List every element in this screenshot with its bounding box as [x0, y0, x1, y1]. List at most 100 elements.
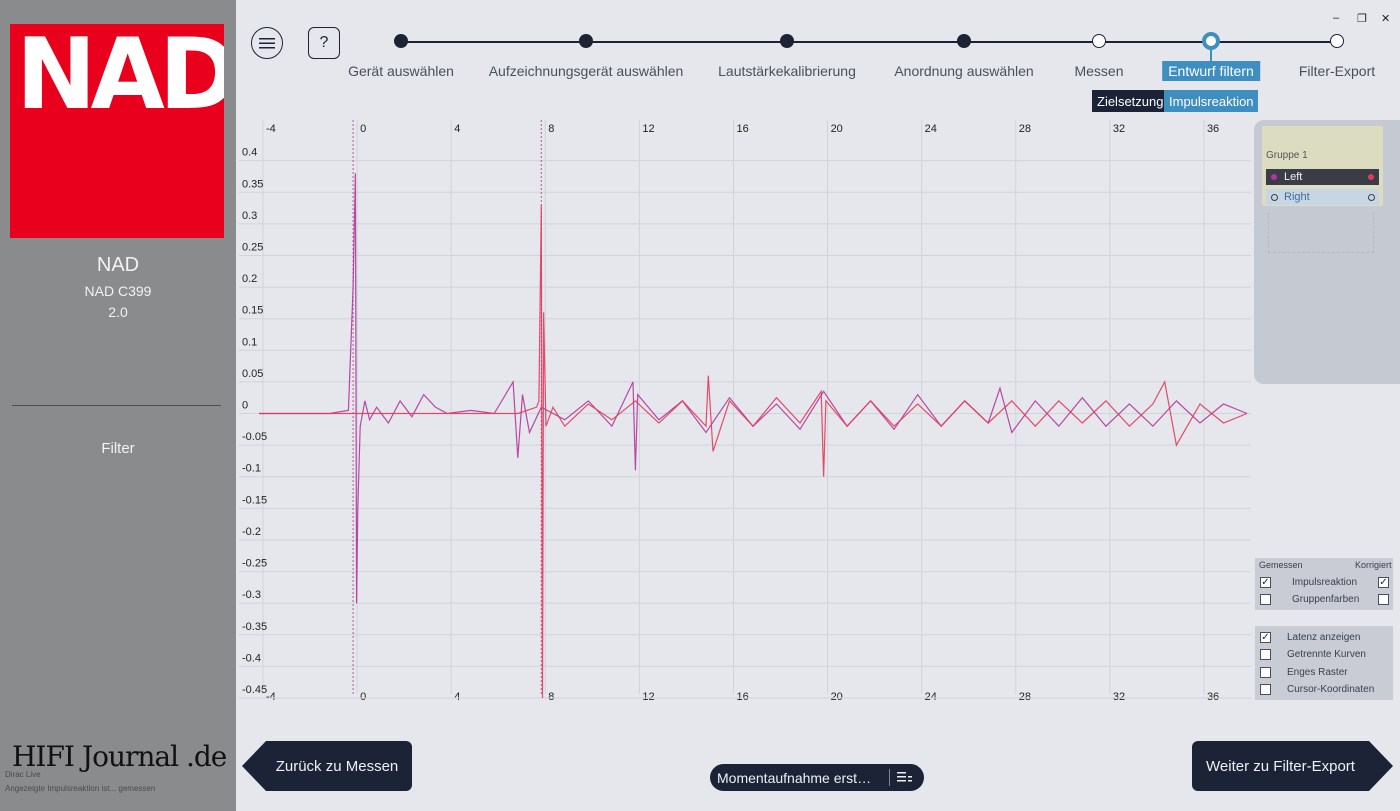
drop-zone	[1268, 212, 1374, 253]
left-color-icon	[1368, 174, 1374, 180]
snapshot-label: Momentaufnahme erst…	[717, 769, 872, 786]
y-tick-label: -0.15	[242, 494, 267, 506]
x-tick-label-bottom: 0	[360, 691, 366, 702]
y-tick-label: 0	[242, 400, 248, 412]
channel-left[interactable]: Left	[1266, 169, 1379, 185]
x-tick-label-bottom: 20	[831, 691, 843, 702]
tab-impulsreaktion[interactable]: Impulsreaktion	[1164, 90, 1258, 112]
list-menu-icon[interactable]	[897, 771, 912, 783]
main-area	[236, 0, 1400, 811]
x-tick-label-top: 32	[1113, 123, 1125, 135]
impulse-response-chart[interactable]: -4 -4 0 0 4 4 8 8 12 12 16 16 20 20 24 24 28 28 32 32 36 36 0.…	[239, 120, 1251, 702]
raster-checkbox[interactable]	[1260, 667, 1271, 678]
impuls-measured-checkbox[interactable]: ✓	[1260, 577, 1271, 588]
progress-line	[401, 41, 1337, 43]
display-options-panel	[1255, 558, 1393, 610]
step-dot-4[interactable]	[957, 34, 971, 48]
latenz-label: Latenz anzeigen	[1287, 632, 1361, 643]
step-label-anordnung[interactable]: Anordnung auswählen	[894, 63, 1034, 79]
minimize-icon[interactable]: –	[1333, 12, 1340, 24]
hamburger-menu-icon	[259, 38, 275, 49]
y-tick-label: 0.35	[242, 178, 263, 190]
y-tick-label: 0.3	[242, 210, 257, 222]
step-dot-1[interactable]	[394, 34, 408, 48]
step-dot-6-active[interactable]	[1202, 32, 1220, 50]
x-tick-label-top: 0	[360, 123, 366, 135]
y-tick-label: 0.1	[242, 336, 257, 348]
menu-button[interactable]	[251, 27, 283, 59]
x-tick-label-top: 12	[642, 123, 654, 135]
y-tick-label: -0.3	[242, 589, 261, 601]
x-tick-label-bottom: 4	[454, 691, 460, 702]
x-tick-label-top: 8	[548, 123, 554, 135]
step-label-export[interactable]: Filter-Export	[1298, 63, 1376, 79]
impuls-corrected-checkbox[interactable]: ✓	[1378, 577, 1389, 588]
chart-svg: -4 -4 0 0 4 4 8 8 12 12 16 16 20 20 24 24 28 28 32 32 36 36 0.…	[239, 120, 1251, 702]
x-tick-label-bottom: 8	[548, 691, 554, 702]
y-tick-label: 0.4	[242, 147, 257, 159]
step-label-entwurf-active[interactable]: Entwurf filtern	[1162, 61, 1260, 81]
next-button[interactable]: Weiter zu Filter-Export	[1192, 741, 1393, 791]
gruppen-corrected-checkbox[interactable]	[1378, 594, 1389, 605]
x-tick-label-top: 4	[454, 123, 460, 135]
series-line-left	[259, 173, 1248, 604]
y-tick-label: -0.05	[242, 431, 267, 443]
watermark-line2: Angezeigte Impulsreaktion ist... gemesse…	[5, 784, 156, 793]
x-tick-label-top: 24	[925, 123, 937, 135]
help-button[interactable]: ?	[308, 27, 340, 59]
channel-left-label: Left	[1284, 171, 1303, 183]
left-dot-icon	[1271, 174, 1277, 180]
watermark-line1: Dirac Live	[5, 770, 41, 779]
y-tick-label: -0.35	[242, 621, 267, 633]
y-tick-label: -0.25	[242, 558, 267, 570]
watermark-logo: HIFI Journal .de	[12, 740, 227, 773]
right-dot-icon	[1271, 194, 1278, 201]
help-icon: ?	[319, 34, 329, 51]
group-title: Gruppe 1	[1266, 150, 1308, 161]
x-tick-label-top: 28	[1019, 123, 1031, 135]
cursor-label: Cursor-Koordinaten	[1287, 684, 1375, 695]
x-tick-label-bottom: 16	[736, 691, 748, 702]
step-dot-5[interactable]	[1092, 34, 1106, 48]
tab-zielsetzung[interactable]: Zielsetzung	[1092, 90, 1164, 112]
right-color-icon	[1368, 194, 1375, 201]
step-dot-2[interactable]	[579, 34, 593, 48]
y-tick-label: -0.2	[242, 526, 261, 538]
latenz-checkbox[interactable]: ✓	[1260, 632, 1271, 643]
cursor-checkbox[interactable]	[1260, 684, 1271, 695]
step-dot-7[interactable]	[1330, 34, 1344, 48]
channel-right[interactable]: Right	[1266, 189, 1379, 205]
x-tick-label-top: -4	[266, 123, 276, 135]
step-label-aufzeichnung[interactable]: Aufzeichnungsgerät auswählen	[488, 63, 684, 79]
getrennte-checkbox[interactable]	[1260, 649, 1271, 660]
active-step-connector	[1210, 50, 1212, 62]
x-tick-label-top: 16	[736, 123, 748, 135]
x-tick-label-top: 20	[831, 123, 843, 135]
gruppen-label: Gruppenfarben	[1292, 594, 1360, 605]
nad-logo-text: NAD	[16, 24, 224, 132]
y-tick-label: 0.15	[242, 305, 263, 317]
channel-right-label: Right	[1284, 191, 1310, 203]
impuls-label: Impulsreaktion	[1292, 577, 1358, 588]
y-tick-label: -0.1	[242, 463, 261, 475]
device-brand: NAD	[96, 254, 140, 276]
step-dot-3[interactable]	[780, 34, 794, 48]
gruppen-measured-checkbox[interactable]	[1260, 594, 1271, 605]
snapshot-button[interactable]: Momentaufnahme erst…	[710, 764, 924, 791]
y-tick-label: 0.2	[242, 273, 257, 285]
close-icon[interactable]: ✕	[1381, 13, 1391, 25]
device-version: 2.0	[108, 304, 128, 320]
step-label-geraet[interactable]: Gerät auswählen	[348, 63, 454, 79]
step-label-messen[interactable]: Messen	[1074, 63, 1124, 79]
getrennte-label: Getrennte Kurven	[1287, 649, 1366, 660]
back-button[interactable]: Zurück zu Messen	[242, 741, 412, 791]
nad-logo: NAD	[10, 24, 224, 238]
y-tick-label: 0.25	[242, 241, 263, 253]
sidebar-divider	[12, 405, 221, 406]
restore-icon[interactable]: ❐	[1357, 13, 1367, 25]
sidebar-section-filter: Filter	[101, 440, 135, 457]
hifi-journal-watermark: HIFI Journal .de Dirac Live Angezeigte I…	[5, 738, 234, 808]
snapshot-divider	[889, 769, 890, 786]
step-label-lautstaerke[interactable]: Lautstärkekalibrierung	[718, 63, 856, 79]
view-options-panel	[1255, 626, 1393, 700]
